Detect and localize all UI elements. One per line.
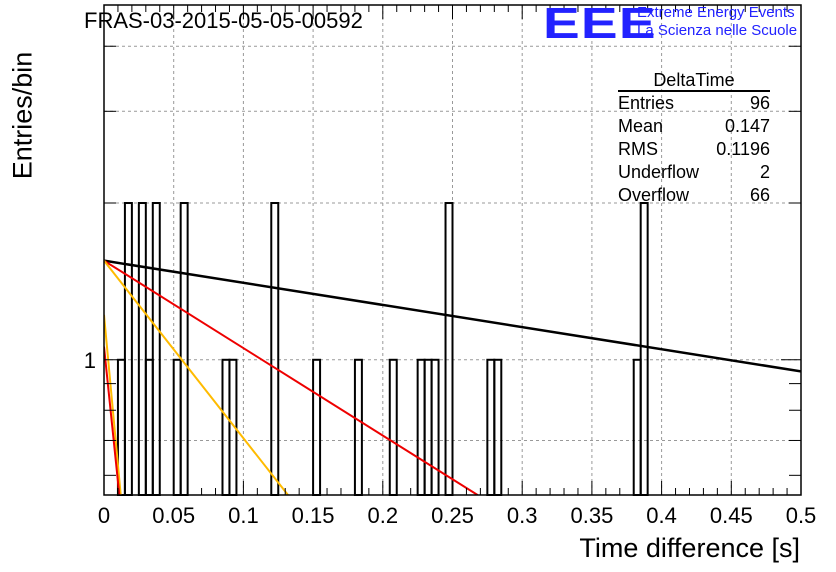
stats-value: 66 xyxy=(749,185,770,205)
stats-value: 96 xyxy=(749,93,770,113)
x-tick-label: 0.15 xyxy=(292,503,335,528)
stats-label: Underflow xyxy=(618,162,700,182)
x-tick-label: 0.2 xyxy=(368,503,399,528)
fit-line xyxy=(104,260,289,495)
x-tick-label: 0.35 xyxy=(570,503,613,528)
stats-box: DeltaTime Entries 96 Mean 0.147 RMS 0.11… xyxy=(612,70,780,207)
fit-line xyxy=(104,259,801,373)
stats-label: RMS xyxy=(618,139,658,159)
histogram-bar xyxy=(123,202,133,496)
y-axis-label: Entries/bin xyxy=(7,51,38,180)
histogram-bar xyxy=(151,202,161,496)
x-tick-label: 0 xyxy=(98,503,110,528)
histogram-bar xyxy=(444,202,454,496)
histogram-bar xyxy=(270,202,280,496)
histogram-bar xyxy=(632,358,642,496)
stats-value: 0.147 xyxy=(724,116,770,136)
x-tick-label: 0.4 xyxy=(646,503,677,528)
histogram-bar xyxy=(312,358,322,496)
stats-row-underflow: Underflow 2 xyxy=(612,161,780,184)
stats-label: Mean xyxy=(618,116,664,136)
histogram-bar xyxy=(639,202,649,496)
histogram-bar xyxy=(353,358,363,496)
histogram-bar xyxy=(144,358,154,496)
histogram-bar xyxy=(416,358,426,496)
histogram-bar xyxy=(221,358,231,496)
histogram-bar xyxy=(172,358,182,496)
stats-title: DeltaTime xyxy=(618,70,770,92)
histogram-bar xyxy=(486,358,496,496)
x-tick-label: 0.05 xyxy=(152,503,195,528)
logo-text: Extreme Energy Events La Scienza nelle S… xyxy=(637,4,797,40)
histogram-bar xyxy=(137,202,147,496)
stats-value: 2 xyxy=(759,162,770,182)
x-tick-label: 0.45 xyxy=(710,503,753,528)
x-tick-label: 0.1 xyxy=(228,503,259,528)
histogram-bar xyxy=(423,358,433,496)
fit-line xyxy=(104,259,479,495)
fit-line xyxy=(104,314,122,495)
histogram-bar xyxy=(430,358,440,496)
x-tick-label: 0.5 xyxy=(786,503,817,528)
x-tick-label: 0.25 xyxy=(431,503,474,528)
histogram-bar xyxy=(179,202,189,496)
stats-label: Overflow xyxy=(618,185,690,205)
eee-logo: EEE xyxy=(543,0,657,48)
x-axis-label: Time difference [s] xyxy=(579,533,800,563)
stats-row-rms: RMS 0.1196 xyxy=(612,138,780,161)
fit-line xyxy=(104,346,121,495)
y-tick-label: 1 xyxy=(84,348,96,373)
stats-value: 0.1196 xyxy=(716,139,770,159)
logo-line-1: Extreme Energy Events xyxy=(637,4,795,21)
histogram-bar xyxy=(388,358,398,496)
histogram-bar xyxy=(493,358,503,496)
stats-row-overflow: Overflow 66 xyxy=(612,184,780,207)
stats-label: Entries xyxy=(618,93,675,113)
logo-line-2: La Scienza nelle Scuole xyxy=(637,22,798,39)
chart-title: FRAS-03-2015-05-05-00592 xyxy=(84,8,363,33)
stats-row-mean: Mean 0.147 xyxy=(612,115,780,138)
stats-row-entries: Entries 96 xyxy=(612,92,780,115)
x-tick-label: 0.3 xyxy=(507,503,538,528)
